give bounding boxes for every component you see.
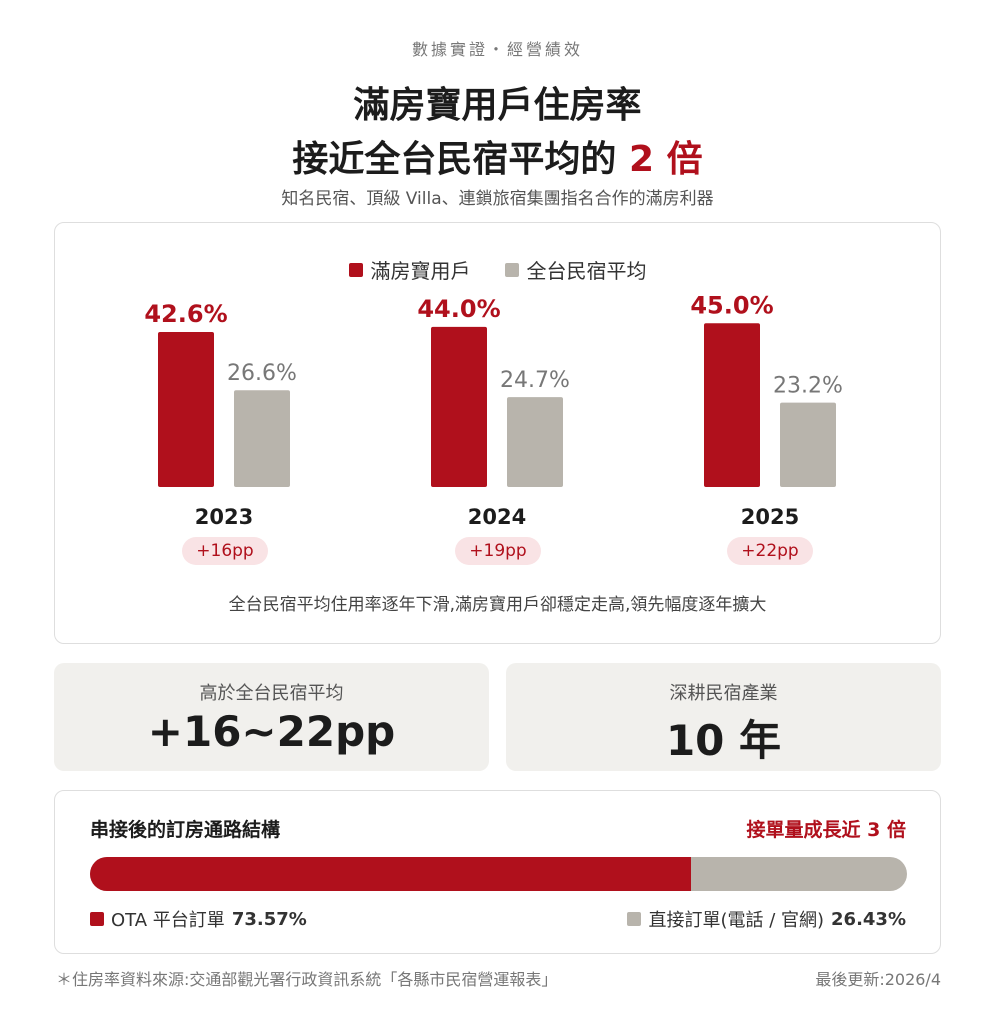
chart-legend: 滿房寶用戶 全台民宿平均 [0, 255, 995, 284]
stat-value-experience: 10 年 [665, 716, 782, 765]
channel-swatch-direct [627, 912, 642, 926]
stat-card-advantage: 高於全台民宿平均 +16~22pp [54, 663, 489, 771]
page-title-line2-accent: 2 倍 [628, 139, 703, 180]
bar-secondary-2025 [780, 402, 836, 487]
last-updated: 最後更新:2026/4 [815, 970, 941, 989]
bar-secondary-2023 [234, 390, 290, 487]
source-footnote: ＊住房率資料來源:交通部觀光署行政資訊系統「各縣市民宿營運報表」 [56, 970, 558, 989]
data-label-primary-2023: 42.6% [144, 300, 227, 328]
data-label-primary-2024: 44.0% [417, 295, 500, 323]
data-label-secondary-2024: 24.7% [500, 368, 570, 393]
stat-card-experience: 深耕民宿產業 10 年 [506, 663, 941, 771]
category-label-2023: 2023 [195, 505, 253, 529]
channel-legend-direct: 直接訂單(電話 / 官網) 26.43% [627, 906, 906, 932]
page-subtitle: 知名民宿、頂級 Villa、連鎖旅宿集團指名合作的滿房利器 [281, 189, 714, 209]
legend-item-secondary: 全台民宿平均 [504, 255, 647, 284]
bar-primary-2024 [431, 326, 487, 487]
data-label-primary-2025: 45.0% [690, 291, 773, 319]
page-title-line1: 滿房寶用戶住房率 [353, 85, 642, 126]
channel-highlight: 接單量成長近 3 倍 [746, 819, 906, 841]
diff-pill-2024: +19pp [455, 537, 541, 565]
data-label-secondary-2025: 23.2% [773, 374, 843, 399]
channel-title: 串接後的訂房通路結構 [90, 819, 281, 841]
chart-caption: 全台民宿平均住用率逐年下滑,滿房寶用戶卻穩定走高,領先幅度逐年擴大 [228, 595, 767, 615]
category-label-2024: 2024 [468, 505, 526, 529]
channel-direct-label: 直接訂單(電話 / 官網) [648, 910, 825, 931]
legend-item-primary: 滿房寶用戶 [348, 255, 471, 284]
channel-ota-value: 73.57% [231, 908, 307, 930]
stat-value-advantage: +16~22pp [147, 707, 396, 756]
bar-chart: 42.6% 26.6% 2023 44.0% 24.7% 2024 45.0% 23.2% 20… [144, 291, 843, 529]
channel-card: 串接後的訂房通路結構 接單量成長近 3 倍 OTA 平台訂單 73.57% 直接… [54, 790, 941, 954]
legend-swatch-secondary [504, 262, 519, 277]
stat-label-experience: 深耕民宿產業 [669, 683, 778, 704]
bar-primary-2023 [158, 332, 214, 487]
channel-legend-ota: OTA 平台訂單 73.57% [90, 906, 307, 932]
data-label-secondary-2023: 26.6% [227, 361, 297, 386]
channel-ota-label: OTA 平台訂單 [111, 910, 225, 931]
diff-pill-2025: +22pp [727, 537, 813, 565]
bar-primary-2025 [704, 323, 760, 487]
eyebrow-label: 數據實證・經營績效 [411, 40, 583, 59]
bar-secondary-2024 [507, 397, 563, 487]
stat-label-advantage: 高於全台民宿平均 [199, 683, 344, 704]
channel-direct-value: 26.43% [831, 908, 906, 930]
channel-share-ota-fill [90, 857, 692, 891]
channel-share-bar [90, 857, 907, 891]
category-label-2025: 2025 [741, 505, 799, 529]
page-title-line2: 接近全台民宿平均的 2 倍 [0, 130, 995, 182]
diff-pill-2023: +16pp [182, 537, 268, 565]
legend-label-secondary: 全台民宿平均 [526, 259, 647, 283]
page-title-line2-main: 接近全台民宿平均的 [292, 139, 617, 180]
channel-swatch-ota [90, 912, 104, 926]
legend-swatch-primary [348, 262, 363, 277]
legend-label-primary: 滿房寶用戶 [370, 259, 471, 283]
